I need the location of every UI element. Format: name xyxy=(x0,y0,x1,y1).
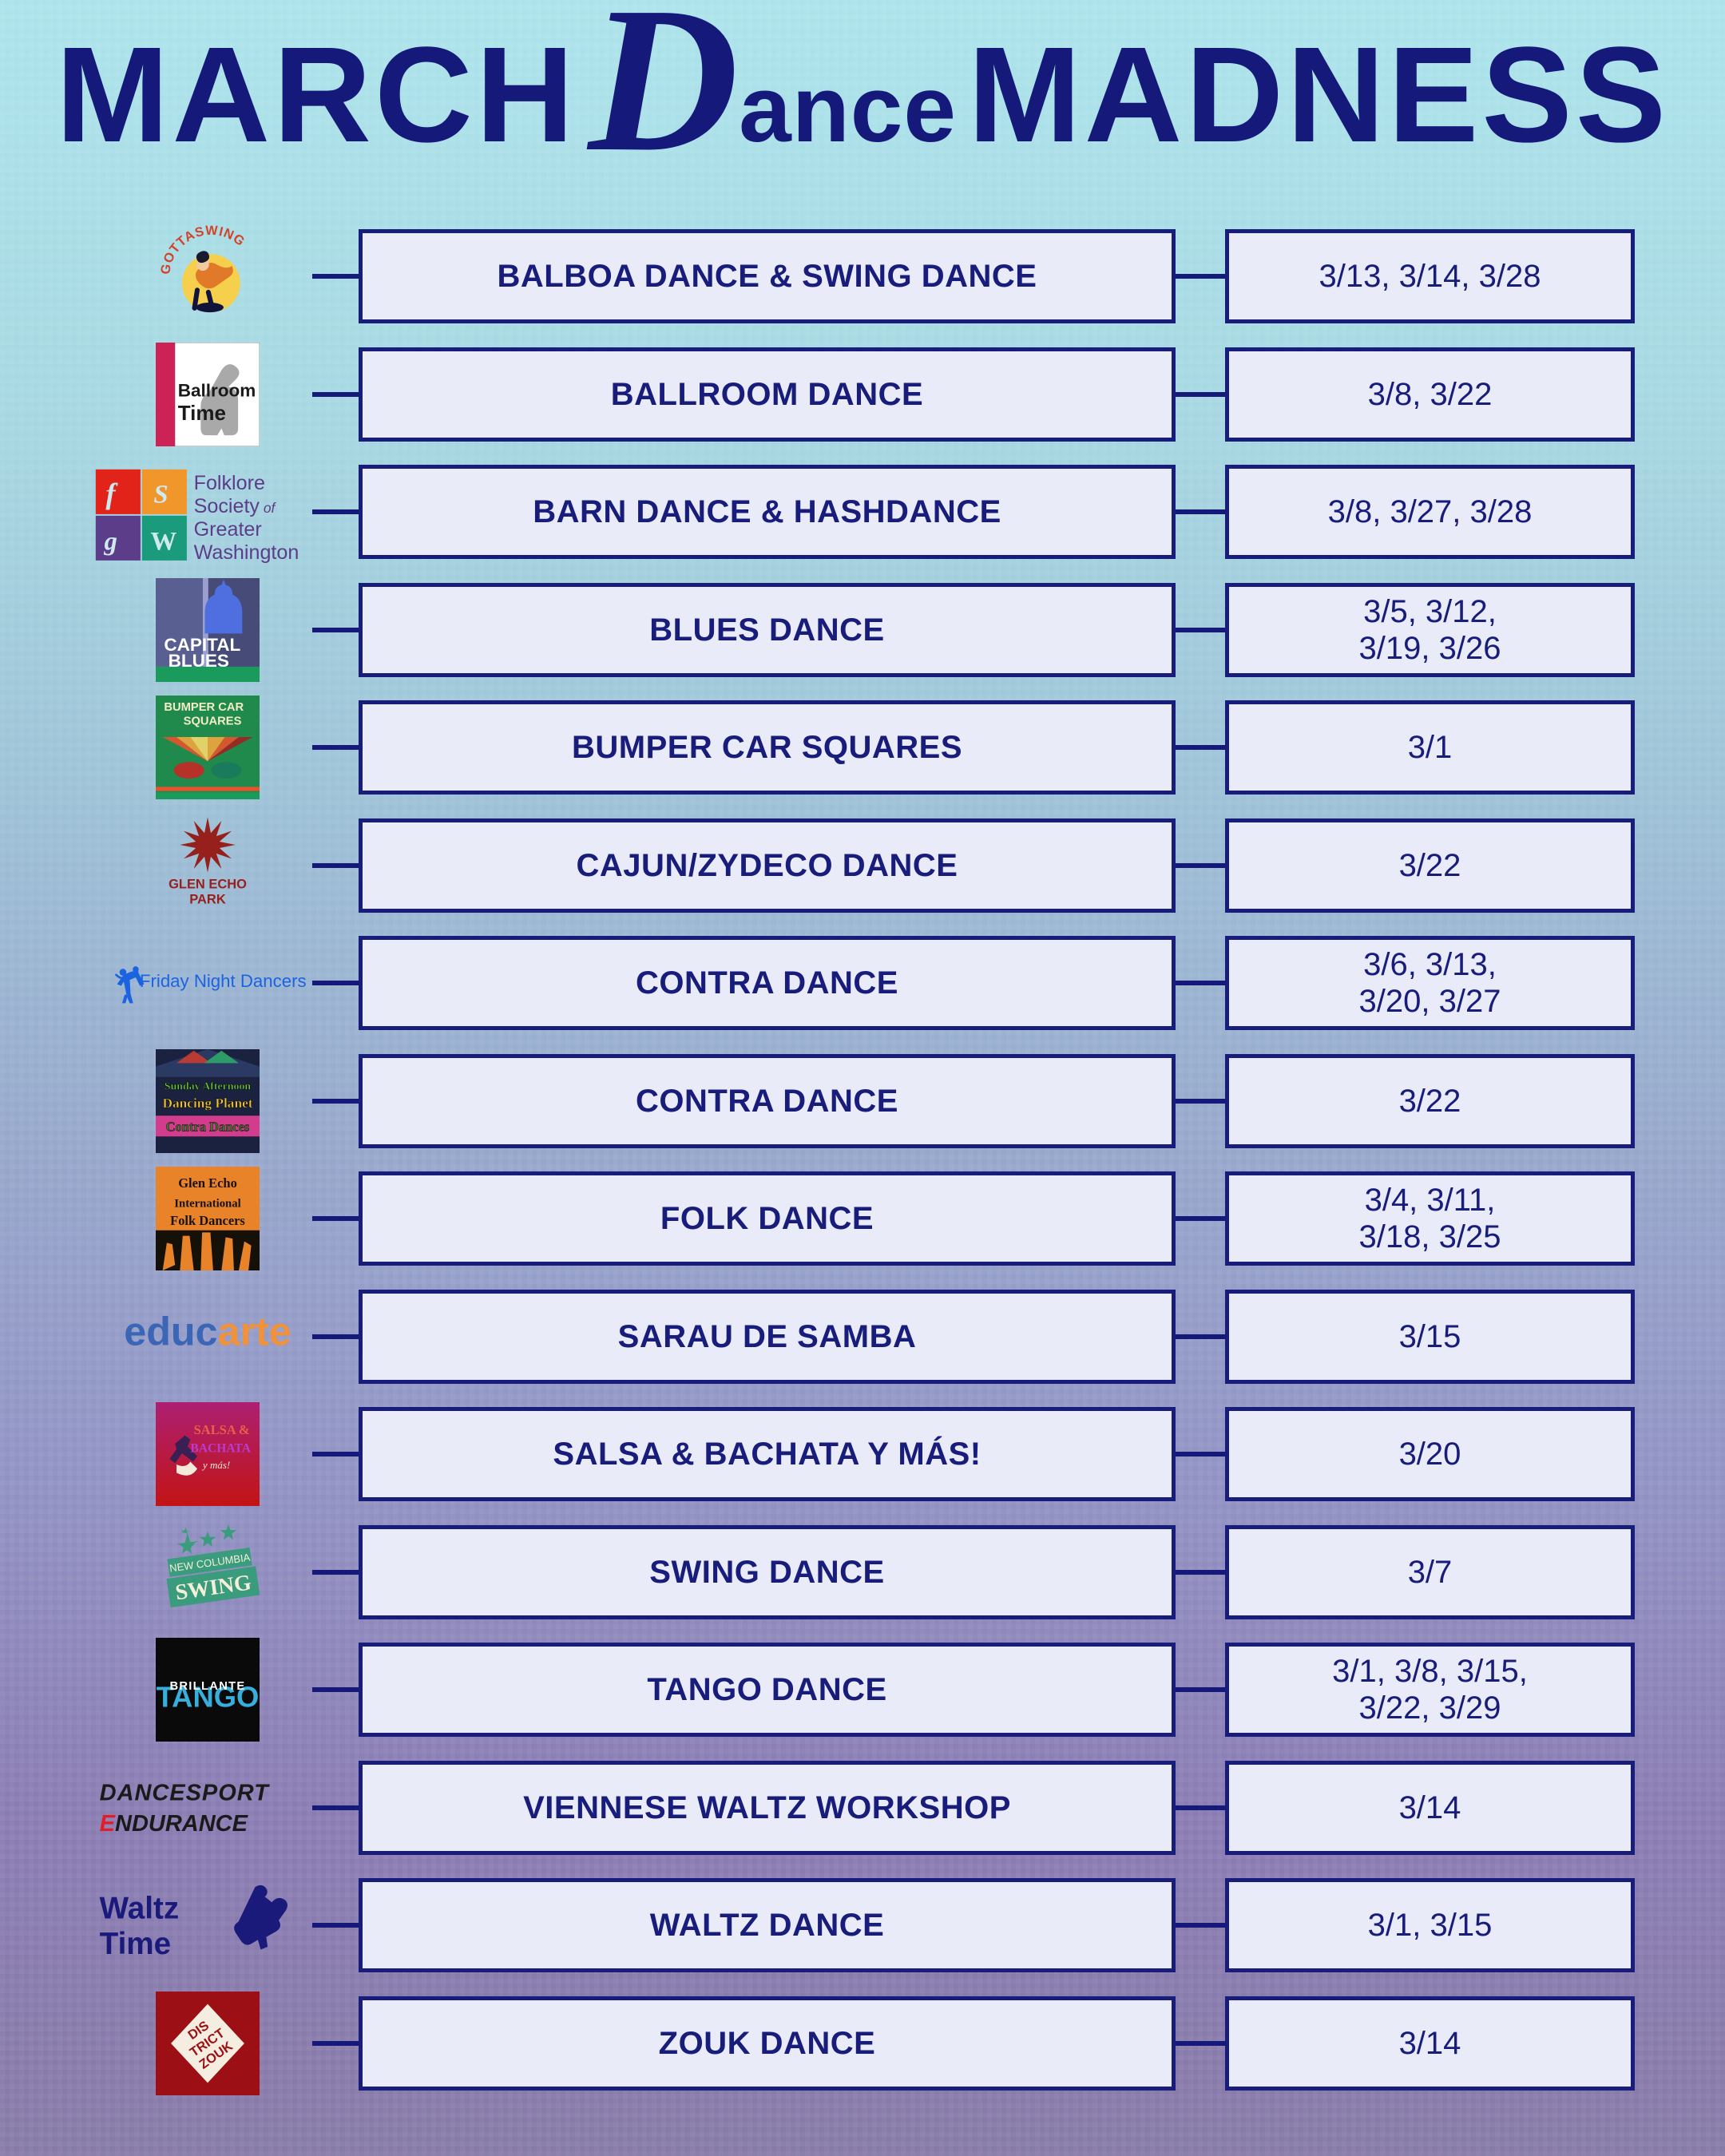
svg-text:Waltz: Waltz xyxy=(100,1891,180,1925)
svg-text:Glen Echo: Glen Echo xyxy=(178,1175,237,1191)
svg-text:Sunday Afternoon: Sunday Afternoon xyxy=(165,1080,252,1092)
svg-text:Dancing Planet: Dancing Planet xyxy=(162,1095,252,1110)
svg-text:Contra Dances: Contra Dances xyxy=(166,1119,250,1134)
svg-text:SQUARES: SQUARES xyxy=(184,715,242,727)
svg-text:Greater: Greater xyxy=(194,518,262,541)
svg-text:y más!: y más! xyxy=(201,1459,230,1471)
svg-text:PARK: PARK xyxy=(189,892,226,906)
svg-text:S: S xyxy=(153,480,168,509)
svg-text:Folk Dancers: Folk Dancers xyxy=(170,1213,245,1228)
svg-text:Time: Time xyxy=(178,401,226,425)
svg-text:Folklore: Folklore xyxy=(194,472,265,494)
svg-text:ENDURANCE: ENDURANCE xyxy=(100,1811,249,1837)
svg-text:educarte: educarte xyxy=(124,1309,291,1353)
svg-text:W: W xyxy=(150,527,176,556)
svg-text:BRILLANTE: BRILLANTE xyxy=(169,1680,245,1693)
svg-text:Time: Time xyxy=(100,1927,172,1961)
svg-text:g: g xyxy=(103,527,117,556)
svg-text:Society of: Society of xyxy=(194,495,277,517)
svg-text:BACHATA: BACHATA xyxy=(190,1441,251,1455)
svg-text:Ballroom: Ballroom xyxy=(178,380,256,400)
svg-text:GLEN ECHO: GLEN ECHO xyxy=(169,877,247,891)
svg-text:Friday Night Dancers: Friday Night Dancers xyxy=(140,971,307,991)
svg-text:Washington: Washington xyxy=(194,541,299,564)
svg-text:SALSA &: SALSA & xyxy=(194,1422,250,1437)
svg-text:BUMPER CAR: BUMPER CAR xyxy=(164,701,244,714)
svg-text:DANCESPORT: DANCESPORT xyxy=(100,1780,270,1805)
svg-text:International: International xyxy=(174,1197,240,1210)
